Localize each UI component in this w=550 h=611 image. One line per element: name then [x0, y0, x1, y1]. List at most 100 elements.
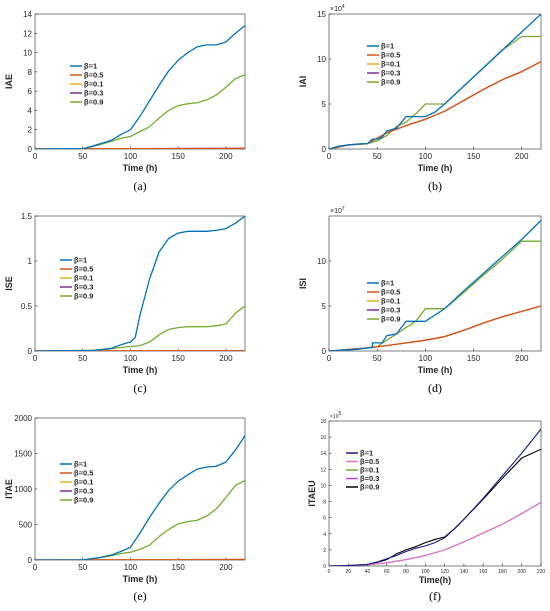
x-tick-label: 150 [172, 563, 186, 572]
y-axis-label: ISE [4, 276, 14, 291]
x-tick-label: 50 [373, 152, 382, 161]
x-tick-label: 50 [373, 354, 382, 363]
x-tick-label: 0 [327, 152, 332, 161]
x-axis-label: Time (h) [123, 365, 158, 375]
y-tick-label: 0 [28, 347, 33, 356]
y-tick-label: 10 [23, 49, 32, 58]
x-tick-label: 200 [219, 354, 233, 363]
legend: β=1β=0.5β=0.1β=0.3β=0.9 [367, 279, 400, 324]
series-line [35, 216, 245, 351]
x-tick-label: 160 [479, 569, 488, 575]
y-tick-label: 14 [320, 451, 326, 457]
legend-label: β=1 [360, 449, 373, 458]
series-line [329, 305, 541, 351]
y-axis-label: ITAEU [307, 480, 317, 506]
x-tick-label: 200 [219, 563, 233, 572]
legend-label: β=0.9 [74, 292, 93, 301]
y-tick-label: 2 [323, 548, 326, 554]
legend-label: β=1 [84, 62, 97, 71]
y-tick-label: 1000 [14, 485, 32, 494]
figure-caption: (e) [133, 589, 146, 603]
legend-label: β=0.3 [360, 474, 379, 483]
plot-area [328, 215, 542, 352]
legend-label: β=0.5 [74, 265, 93, 274]
legend-label: β=0.3 [74, 487, 93, 496]
series-group [329, 428, 541, 566]
x-axis-label: Time (h) [418, 365, 453, 375]
legend-label: β=0.5 [360, 457, 379, 466]
legend-label: β=0.1 [360, 466, 379, 475]
legend-label: β=0.9 [74, 496, 93, 505]
x-tick-label: 120 [440, 569, 449, 575]
x-tick-label: 100 [419, 152, 433, 161]
legend-label: β=0.3 [381, 306, 400, 315]
legend-label: β=0.5 [381, 288, 400, 297]
y-tick-label: 1.5 [21, 212, 33, 221]
axis-exponent: ×107 [330, 206, 345, 215]
legend-label: β=1 [381, 42, 394, 51]
figure-caption: (d) [428, 381, 442, 395]
x-tick-label: 140 [460, 569, 469, 575]
series-line [35, 25, 245, 149]
legend-label: β=0.9 [84, 98, 103, 107]
y-tick-label: 4 [323, 532, 326, 538]
x-tick-label: 50 [78, 152, 87, 161]
series-group [329, 14, 541, 149]
x-tick-label: 60 [384, 569, 390, 575]
y-tick-label: 1500 [14, 450, 32, 459]
y-tick-label: 1 [28, 257, 33, 266]
legend-label: β=0.5 [74, 469, 93, 478]
x-tick-label: 150 [172, 354, 186, 363]
y-tick-label: 0.5 [21, 302, 33, 311]
x-tick-label: 0 [33, 563, 38, 572]
y-tick-label: 12 [320, 467, 326, 473]
x-tick-label: 0 [33, 354, 38, 363]
legend: β=1β=0.5β=0.1β=0.3β=0.9 [367, 42, 400, 87]
y-tick-label: 0 [322, 347, 327, 356]
x-tick-label: 80 [403, 569, 409, 575]
y-axis-label: IAE [4, 74, 14, 89]
y-tick-label: 0 [323, 564, 326, 570]
series-line [329, 501, 541, 566]
series-group [329, 220, 541, 351]
legend-label: β=0.3 [84, 89, 103, 98]
y-tick-label: 0 [28, 556, 33, 565]
y-tick-label: 0 [322, 145, 327, 154]
legend-label: β=0.5 [381, 51, 400, 60]
x-tick-label: 100 [124, 563, 138, 572]
legend-label: β=1 [74, 256, 87, 265]
legend: β=1β=0.5β=0.1β=0.3β=0.9 [70, 62, 103, 107]
y-tick-label: 0 [28, 145, 33, 154]
legend-label: β=0.3 [381, 69, 400, 78]
x-tick-label: 50 [78, 563, 87, 572]
y-tick-label: 8 [28, 68, 33, 77]
x-tick-label: 50 [78, 354, 87, 363]
series-line [35, 74, 245, 149]
chart-6: 0 20 40 60 80 100 120 140 160 180 200 220 0 2 4 6 8 10 12 1… [307, 411, 545, 603]
x-tick-label: 200 [515, 152, 529, 161]
y-tick-label: 2000 [14, 414, 32, 423]
plot-area [328, 13, 542, 150]
legend-label: β=0.9 [381, 78, 400, 87]
legend-label: β=0.1 [74, 478, 93, 487]
x-tick-label: 40 [365, 569, 371, 575]
x-axis-label: Time (h) [418, 163, 453, 173]
y-tick-label: 6 [323, 516, 326, 522]
series-group [35, 25, 245, 149]
figure-caption: (f) [429, 589, 441, 603]
y-tick-label: 10 [317, 55, 326, 64]
figure-caption: (b) [428, 179, 442, 193]
legend-label: β=1 [74, 460, 87, 469]
legend-label: β=0.1 [381, 297, 400, 306]
y-tick-label: 14 [23, 10, 32, 19]
figure-caption: (c) [133, 381, 146, 395]
legend-label: β=0.5 [84, 71, 103, 80]
legend-label: β=0.9 [381, 315, 400, 324]
legend-label: β=0.1 [84, 80, 103, 89]
x-tick-label: 20 [345, 569, 351, 575]
series-line [35, 305, 245, 351]
y-tick-label: 10 [317, 257, 326, 266]
